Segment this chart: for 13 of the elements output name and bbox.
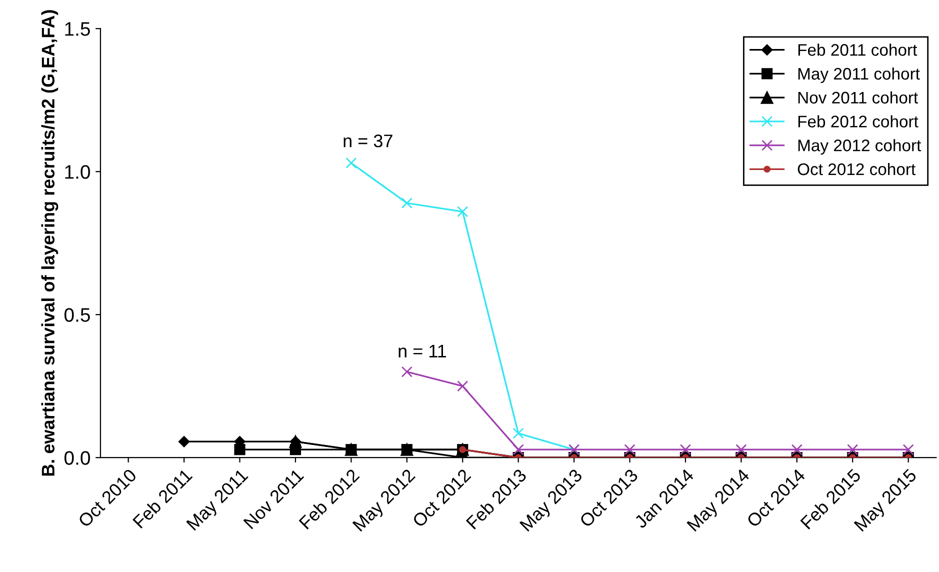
annotation: n = 37 <box>344 134 392 148</box>
legend-label: May 2012 cohort <box>798 139 922 155</box>
y-tick-label: 0.0 <box>64 451 90 465</box>
legend-label: Feb 2012 cohort <box>798 115 918 128</box>
y-tick-label: 1.0 <box>65 165 90 179</box>
legend-label: Feb 2011 cohort <box>798 44 918 56</box>
annotation: n = 11 <box>398 344 446 358</box>
y-tick-label: 1.5 <box>65 22 90 36</box>
y-tick-label: 0.5 <box>64 308 90 322</box>
legend-label: Oct 2012 cohort <box>798 162 916 176</box>
legend-label: May 2011 cohort <box>798 67 920 84</box>
legend-label: Nov 2011 cohort <box>798 91 918 104</box>
y-axis-title: B. ewartiana survival of layering recruits/m2 (G,EA,FA) <box>41 10 58 476</box>
